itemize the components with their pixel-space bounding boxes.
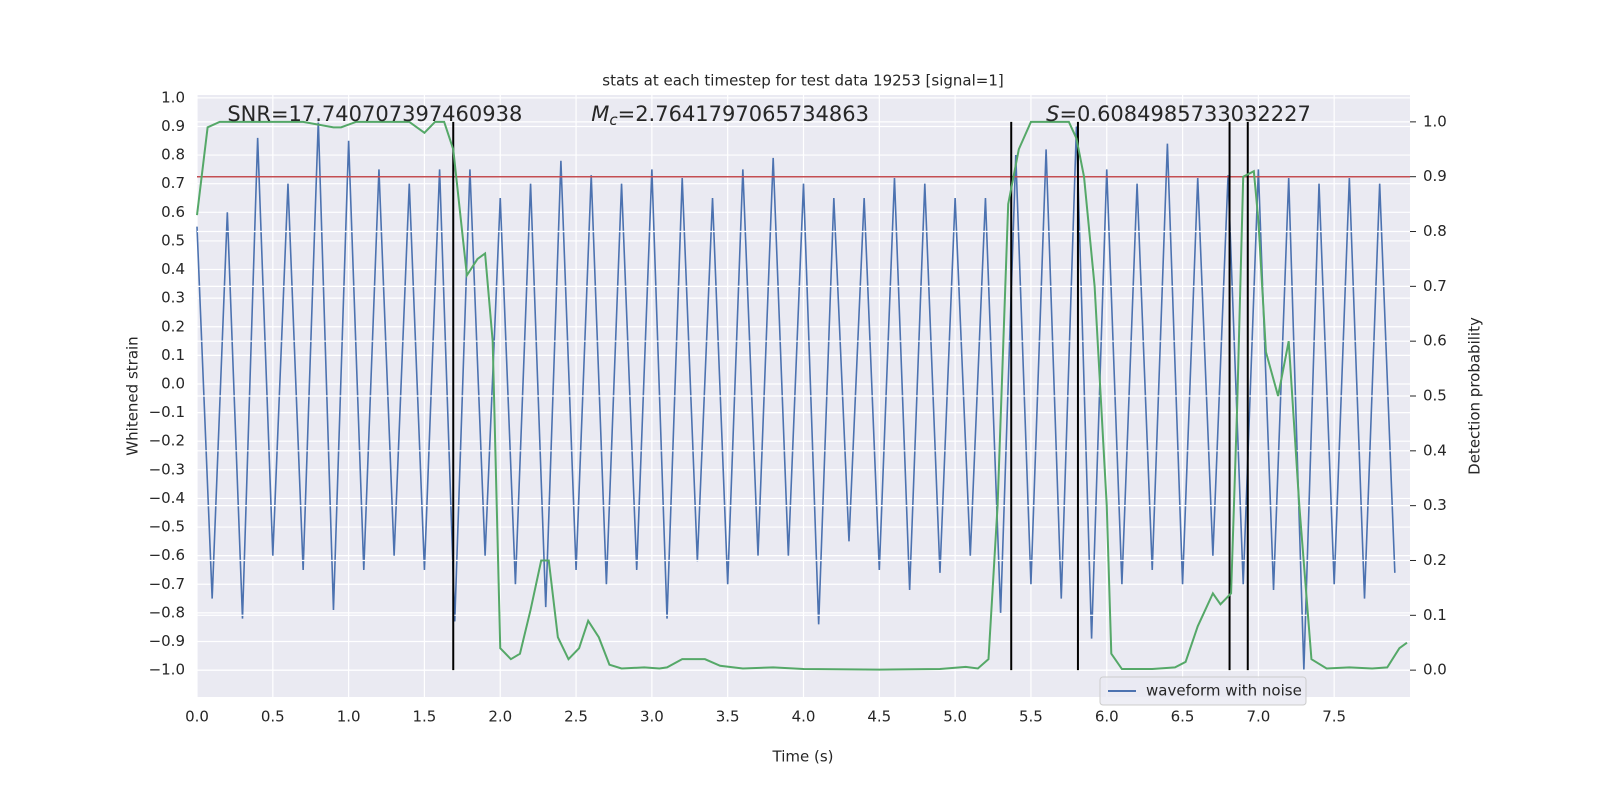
y2-axis-label: Detection probability (1466, 317, 1484, 475)
x-tick-label: 4.5 (867, 708, 891, 726)
y-tick-label: −0.7 (149, 575, 185, 593)
annotation: Mc=2.7641797065734863 (591, 102, 869, 129)
y-tick-label: 1.0 (161, 88, 185, 106)
y-tick-label: 0.1 (161, 346, 185, 364)
chart-title: stats at each timestep for test data 192… (602, 72, 1003, 90)
annotation-symbol: M (591, 102, 609, 126)
x-tick-label: 3.0 (640, 708, 664, 726)
y-tick-label: 0.9 (161, 117, 185, 135)
y2-tick-label: 0.6 (1423, 332, 1447, 350)
y-tick-label: 0.3 (161, 289, 185, 307)
x-tick-label: 2.0 (488, 708, 512, 726)
x-tick-label: 4.0 (792, 708, 816, 726)
y-axis-label: Whitened strain (124, 336, 142, 455)
legend-label: waveform with noise (1146, 682, 1302, 700)
annotation: S=0.6084985733032227 (1046, 102, 1311, 126)
y-tick-label: −1.0 (149, 661, 185, 679)
y-tick-label: −0.1 (149, 403, 185, 421)
x-tick-label: 7.5 (1322, 708, 1346, 726)
y2-tick-label: 0.9 (1423, 167, 1447, 185)
x-tick-label: 1.0 (337, 708, 361, 726)
y2-tick-label: 0.8 (1423, 222, 1447, 240)
x-tick-label: 5.0 (943, 708, 967, 726)
annotation-text: =2.7641797065734863 (618, 102, 869, 126)
x-tick-label: 0.5 (261, 708, 285, 726)
y-tick-label: 0.2 (161, 317, 185, 335)
x-tick-label: 3.5 (716, 708, 740, 726)
x-tick-label: 2.5 (564, 708, 588, 726)
y-tick-label: −0.9 (149, 632, 185, 650)
x-tick-label: 6.5 (1171, 708, 1195, 726)
y2-tick-label: 1.0 (1423, 112, 1447, 130)
y-tick-label: −0.8 (149, 603, 185, 621)
x-axis-label: Time (s) (772, 748, 834, 766)
y2-tick-label: 0.4 (1423, 441, 1447, 459)
y-tick-label: 0.5 (161, 231, 185, 249)
y-tick-label: −0.4 (149, 489, 185, 507)
x-tick-label: 5.5 (1019, 708, 1043, 726)
y-tick-label: −0.5 (149, 518, 185, 536)
y-tick-label: 0.8 (161, 146, 185, 164)
y-tick-label: −0.3 (149, 460, 185, 478)
legend-box (1099, 676, 1307, 706)
y2-tick-label: 0.2 (1423, 551, 1447, 569)
x-tick-label: 1.5 (413, 708, 437, 726)
waveform-line (196, 120, 1396, 671)
y-tick-label: 0.6 (161, 203, 185, 221)
x-tick-label: 0.0 (185, 708, 209, 726)
y-tick-label: 0.0 (161, 374, 185, 392)
annotation-text: =0.6084985733032227 (1059, 102, 1310, 126)
x-tick-label: 7.0 (1246, 708, 1270, 726)
y-tick-label: 0.4 (161, 260, 185, 278)
y-tick-label: −0.2 (149, 432, 185, 450)
annotation-symbol: S (1046, 102, 1059, 126)
y2-tick-label: 0.0 (1423, 661, 1447, 679)
probability-line (196, 120, 1408, 671)
y2-tick-label: 0.1 (1423, 606, 1447, 624)
y-tick-label: 0.7 (161, 174, 185, 192)
y2-tick-label: 0.7 (1423, 277, 1447, 295)
annotation-subscript: c (609, 111, 618, 129)
annotation-text: SNR=17.740707397460938 (227, 102, 522, 126)
x-tick-label: 6.0 (1095, 708, 1119, 726)
y-tick-label: −0.6 (149, 546, 185, 564)
y2-tick-label: 0.3 (1423, 496, 1447, 514)
annotation: SNR=17.740707397460938 (227, 102, 522, 126)
y2-tick-label: 0.5 (1423, 387, 1447, 405)
